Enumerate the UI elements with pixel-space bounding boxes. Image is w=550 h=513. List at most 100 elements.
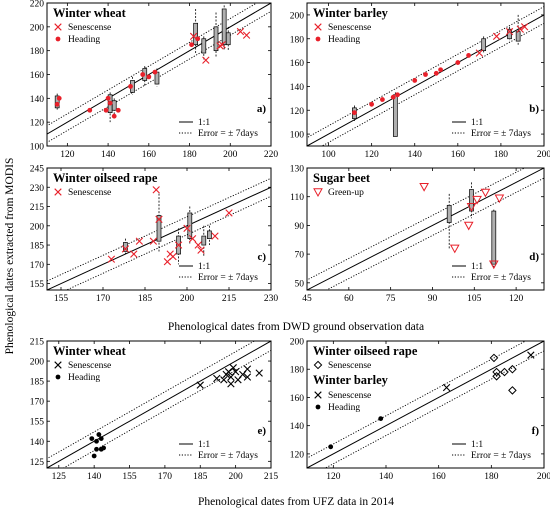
data-point [520,23,529,31]
data-point [480,188,491,198]
data-point [433,70,439,76]
legend-error-label: Error = ± 7days [471,129,531,139]
x-tick-label: 215 [264,472,279,482]
legend-marker [314,23,322,31]
box [221,8,227,46]
data-point [508,386,517,395]
legend-marker [55,36,61,42]
data-point [229,364,237,372]
plot-frame [46,340,272,469]
y-tick-label: 140 [30,438,45,448]
y-tick-label: 245 [30,165,45,175]
legend-error-label: Error = ± 7days [198,273,258,283]
data-point [455,60,461,65]
box [392,94,398,137]
data-point [220,376,228,384]
box [207,230,212,239]
panel-letter: c) [257,251,266,263]
x-tick-label: 185 [193,472,208,482]
data-point [492,32,501,41]
y-tick-label: 90 [295,222,305,232]
panel-title: Winter wheat [53,6,127,20]
y-tick-label: 140 [290,422,305,432]
box [225,32,231,46]
data-point [369,101,375,107]
data-point [242,31,251,39]
x-tick-label: 230 [264,294,279,304]
legend-1to1-label: 1:1 [198,262,210,272]
error-lower-line [62,349,271,468]
data-point [463,221,474,231]
x-tick-label: 90 [428,294,438,304]
data-point [419,182,429,192]
data-point [121,245,130,253]
y-tick-label: 130 [290,165,305,175]
x-tick-label: 120 [365,150,380,160]
plot-area [307,6,544,146]
x-tick-label: 140 [379,472,394,482]
data-point [352,110,357,116]
data-point [194,241,202,249]
data-point [152,69,158,75]
data-point [202,56,210,64]
error-lower-line [47,10,271,143]
x-tick-label: 180 [484,472,499,482]
data-point [107,255,116,263]
legend-marker [54,23,62,31]
box [491,210,497,265]
box [213,26,219,52]
legend-label: Senescense [328,361,371,371]
y-tick-label: 170 [30,261,45,271]
x-tick-label: 140 [101,150,116,160]
y-tick-label: 180 [30,47,45,57]
data-point [225,209,233,217]
y-tick-label: 160 [290,394,305,404]
data-point [183,224,191,233]
y-tick-label: 120 [290,450,305,460]
box [201,38,207,54]
x-tick-label: 120 [509,294,524,304]
error-lower-line [321,22,544,146]
data-point [449,244,460,254]
data-point [380,97,385,102]
x-tick-label: 125 [52,472,67,482]
legend-1to1-label: 1:1 [198,118,210,128]
panel-a: 120 140 160 180 200 220 100 120 140 160 180 200 220 W… [30,0,279,160]
legend-marker [54,188,62,196]
error-upper-line [307,168,526,281]
data-point [508,364,517,374]
data-point [87,107,93,113]
plot-frame [306,340,545,469]
plot-area [47,341,271,468]
data-point [197,246,205,254]
data-point [390,94,396,100]
x-tick-label: 185 [138,294,153,304]
data-point [492,367,501,377]
x-axis-title-bottom: Phenological dates from UFZ data in 2014 [198,496,394,508]
legend-error-label: Error = ± 7days [471,451,531,461]
data-point [488,260,499,270]
error-upper-line [47,3,258,127]
x-tick-label: 45 [302,294,312,304]
y-tick-label: 230 [30,184,45,194]
x-tick-label: 160 [142,150,157,160]
data-point [243,373,252,381]
legend-1to1-label: 1:1 [471,440,483,450]
box [201,235,207,246]
x-tick-label: 215 [222,294,237,304]
data-point [128,84,133,89]
x-tick-label: 140 [87,472,102,482]
x-tick-label: 75 [386,294,396,304]
error-upper-line [307,341,527,459]
data-point [54,101,60,107]
legend-1to1-label: 1:1 [471,118,483,128]
data-point [494,194,505,204]
plot-area [47,3,271,143]
y-tick-label: 200 [30,23,45,33]
data-point [505,27,514,36]
data-point [328,444,334,450]
legend-marker [315,36,321,42]
data-point [94,446,99,452]
x-tick-label: 140 [408,150,423,160]
